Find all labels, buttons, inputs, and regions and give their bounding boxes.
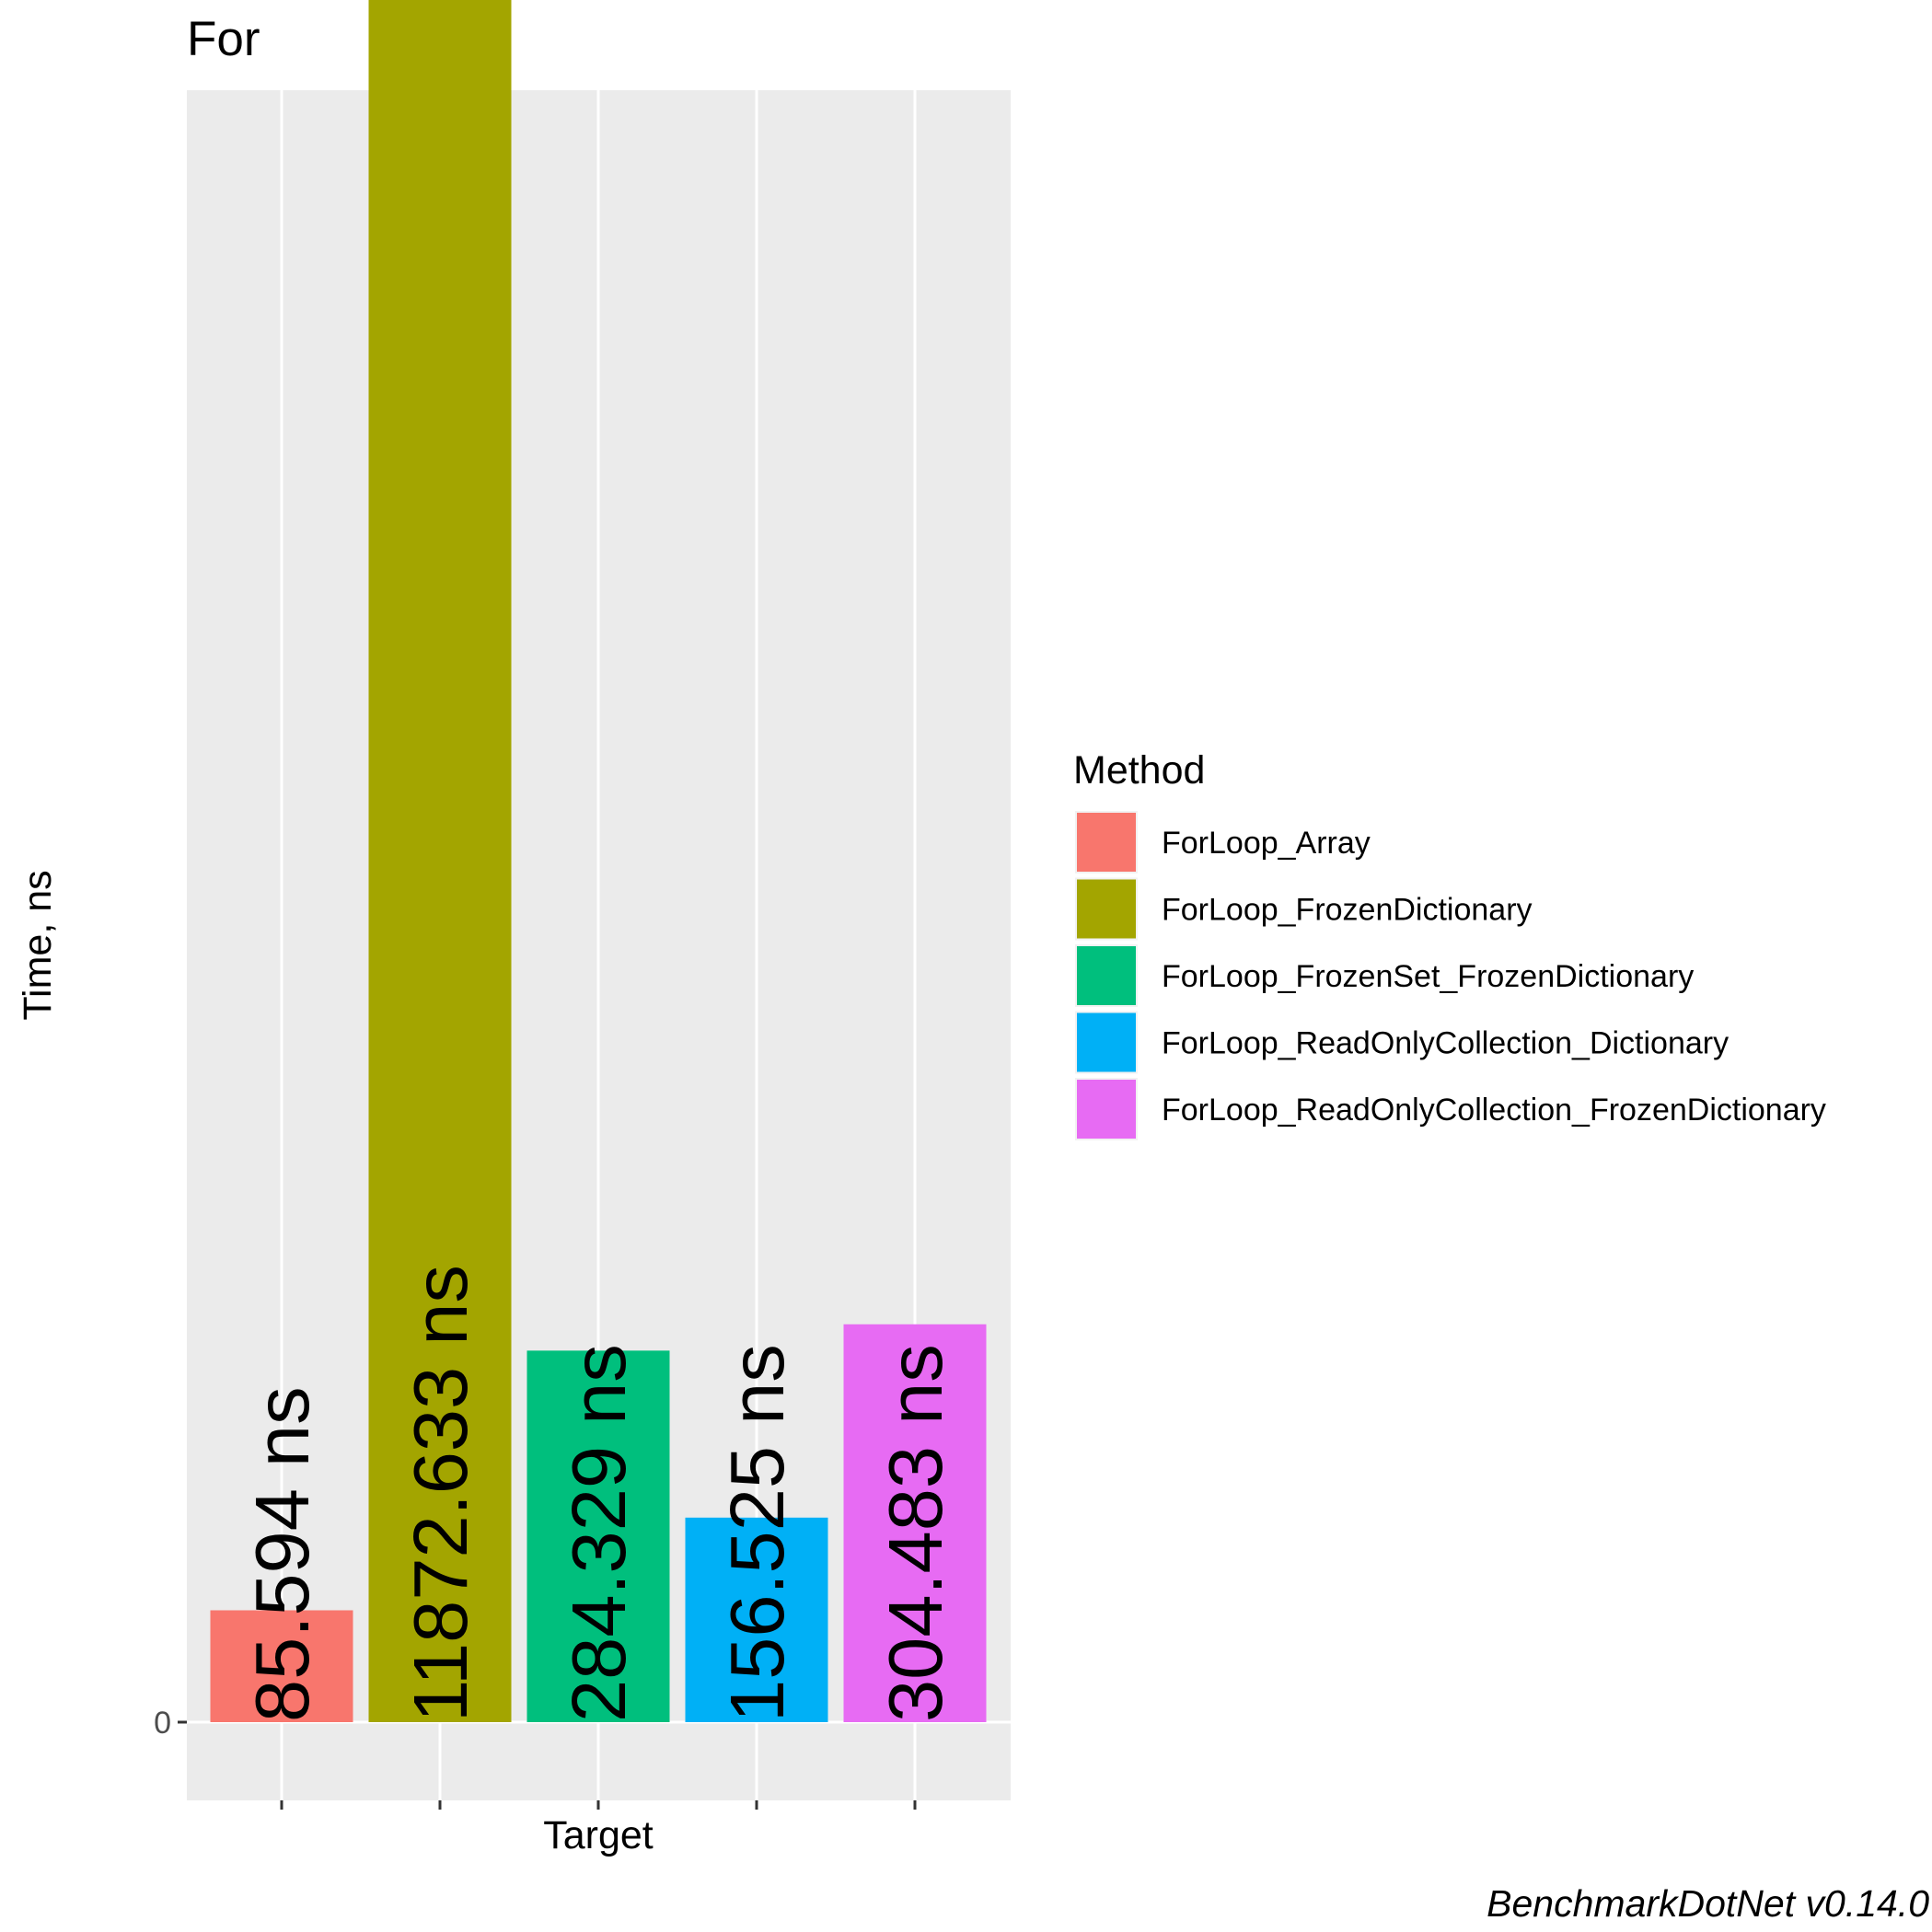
bar	[685, 1517, 828, 1722]
y-axis: 025005000750010000	[154, 1706, 187, 1741]
legend-swatch	[1077, 813, 1136, 872]
y-tick-label: 0	[154, 1706, 171, 1741]
legend-label: ForLoop_FrozenSet_FrozenDictionary	[1162, 959, 1694, 994]
bar-data-label: 85.594 ns	[239, 1386, 325, 1722]
bar	[843, 1324, 987, 1722]
x-axis-title: Target	[543, 1813, 654, 1857]
y-axis-title: Time, ns	[16, 870, 60, 1020]
legend-swatch	[1077, 879, 1136, 939]
bar	[210, 1610, 353, 1722]
legend-label: ForLoop_FrozenDictionary	[1162, 893, 1533, 928]
legend-title: Method	[1073, 748, 1205, 792]
legend: Method ForLoop_Array ForLoop_FrozenDictio…	[1073, 748, 1826, 1140]
bar-data-label: 304.483 ns	[873, 1344, 958, 1722]
legend-swatch	[1077, 946, 1136, 1005]
bars	[210, 0, 987, 1723]
legend-label: ForLoop_ReadOnlyCollection_Dictionary	[1162, 1026, 1729, 1061]
bar	[526, 1350, 670, 1722]
legend-swatch	[1077, 1080, 1136, 1139]
x-axis	[280, 1800, 917, 1810]
bar-data-label: 11872.633 ns	[398, 1265, 483, 1722]
bar-data-label: 284.329 ns	[556, 1344, 642, 1722]
caption: BenchmarkDotNet v0.14.0	[1487, 1882, 1929, 1925]
legend-label: ForLoop_ReadOnlyCollection_FrozenDiction…	[1162, 1093, 1826, 1128]
chart-title: For	[187, 12, 260, 66]
bar-data-label: 156.525 ns	[714, 1344, 800, 1722]
legend-swatch	[1077, 1012, 1136, 1072]
bar	[368, 0, 512, 1723]
legend-label: ForLoop_Array	[1162, 826, 1371, 861]
bar-labels: 85.594 ns 11872.633 ns 284.329 ns 156.525 n…	[239, 1265, 958, 1722]
